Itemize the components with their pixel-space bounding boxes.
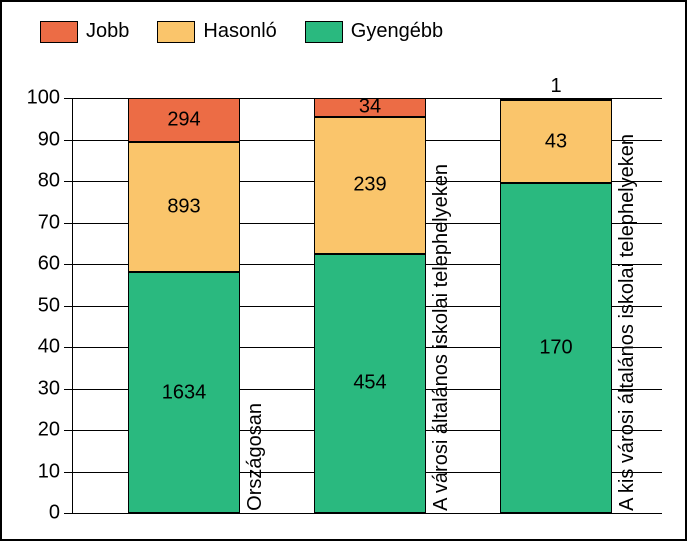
y-axis-label: 40 xyxy=(38,336,60,359)
chart-container: Jobb Hasonló Gyengébb 010203040506070809… xyxy=(0,0,687,541)
y-tick xyxy=(64,264,72,265)
legend-item-hasonlo: Hasonló xyxy=(157,20,276,43)
y-tick xyxy=(64,430,72,431)
category-label-kisvarosi: A kis városi általános iskolai telephely… xyxy=(616,134,638,511)
legend-label-gyengebb: Gyengébb xyxy=(351,20,443,43)
legend-item-jobb: Jobb xyxy=(40,20,129,43)
y-tick xyxy=(64,181,72,182)
bar-group-orszagosan: 1634893294 xyxy=(128,98,240,513)
bar-value-label: 1 xyxy=(500,75,612,98)
bar-group-kisvarosi: 170431 xyxy=(500,98,612,513)
y-tick xyxy=(64,347,72,348)
y-axis-label: 20 xyxy=(38,419,60,442)
y-axis-label: 50 xyxy=(38,294,60,317)
bar-group-varosi: 45423934 xyxy=(314,98,426,513)
y-axis-label: 70 xyxy=(38,211,60,234)
bar-segment-gyengebb xyxy=(314,254,426,513)
bar-segment-hasonlo xyxy=(500,100,612,183)
y-axis-label: 100 xyxy=(27,87,60,110)
legend-swatch-jobb xyxy=(40,21,78,43)
bar-segment-jobb xyxy=(314,98,426,117)
legend: Jobb Hasonló Gyengébb xyxy=(40,20,443,43)
y-tick xyxy=(64,140,72,141)
y-tick xyxy=(64,223,72,224)
legend-swatch-gyengebb xyxy=(305,21,343,43)
gridline xyxy=(72,513,662,514)
y-tick xyxy=(64,472,72,473)
category-label-varosi: A városi általános iskolai telephelyeken xyxy=(430,164,452,511)
plot-area: 01020304050607080901001634893294Országos… xyxy=(72,98,662,513)
bar-segment-jobb xyxy=(128,98,240,142)
y-tick xyxy=(64,513,72,514)
bar-segment-hasonlo xyxy=(314,117,426,254)
legend-item-gyengebb: Gyengébb xyxy=(305,20,443,43)
y-axis-label: 60 xyxy=(38,253,60,276)
y-axis-label: 10 xyxy=(38,460,60,483)
bar-segment-hasonlo xyxy=(128,142,240,273)
legend-label-jobb: Jobb xyxy=(86,20,129,43)
y-axis-label: 90 xyxy=(38,128,60,151)
bar-segment-gyengebb xyxy=(128,272,240,513)
y-tick xyxy=(64,389,72,390)
y-tick xyxy=(64,306,72,307)
y-axis-label: 0 xyxy=(49,502,60,525)
y-axis-label: 80 xyxy=(38,170,60,193)
legend-label-hasonlo: Hasonló xyxy=(203,20,276,43)
bar-segment-jobb xyxy=(500,98,612,100)
y-tick xyxy=(64,98,72,99)
y-axis-label: 30 xyxy=(38,377,60,400)
category-label-orszagosan: Országosan xyxy=(244,403,266,511)
legend-swatch-hasonlo xyxy=(157,21,195,43)
bar-segment-gyengebb xyxy=(500,183,612,513)
